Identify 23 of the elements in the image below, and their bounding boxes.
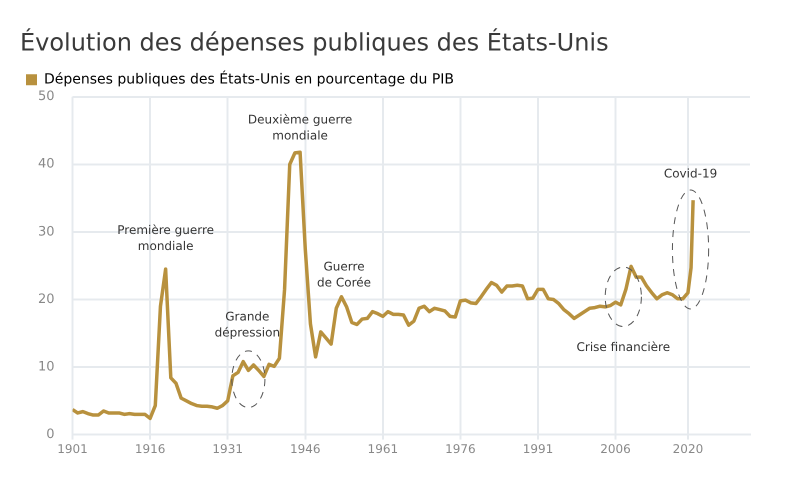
- x-tick-label: 1901: [57, 442, 88, 456]
- annotation: Grande dépression: [214, 309, 280, 340]
- annotation: Deuxième guerre mondiale: [248, 112, 352, 143]
- x-tick-label: 2006: [600, 442, 631, 456]
- x-tick-label: 1991: [522, 442, 554, 456]
- chart-title: Évolution des dépenses publiques des États-Unis: [20, 28, 609, 57]
- y-tick-label: 20: [38, 292, 55, 307]
- x-tick-label: 1916: [134, 442, 166, 456]
- x-tick-label: 2020: [672, 442, 704, 456]
- annotation: Première guerre mondiale: [117, 222, 214, 253]
- x-tick-label: 1931: [212, 442, 243, 456]
- x-tick-label: 1976: [445, 442, 476, 456]
- legend-label: Dépenses publiques des États-Unis en pourcentage du PIB: [44, 70, 454, 88]
- y-tick-label: 30: [38, 224, 55, 240]
- annotation: Guerre de Corée: [317, 259, 372, 290]
- y-tick-label: 50: [38, 89, 55, 104]
- y-tick-label: 40: [38, 156, 55, 172]
- annotation: Covid-19: [664, 166, 718, 181]
- y-tick-label: 10: [38, 359, 55, 374]
- y-tick-label: 0: [46, 426, 55, 442]
- annotation: Crise financière: [576, 340, 670, 354]
- x-tick-label: 1946: [290, 442, 321, 456]
- x-tick-label: 1961: [368, 442, 398, 456]
